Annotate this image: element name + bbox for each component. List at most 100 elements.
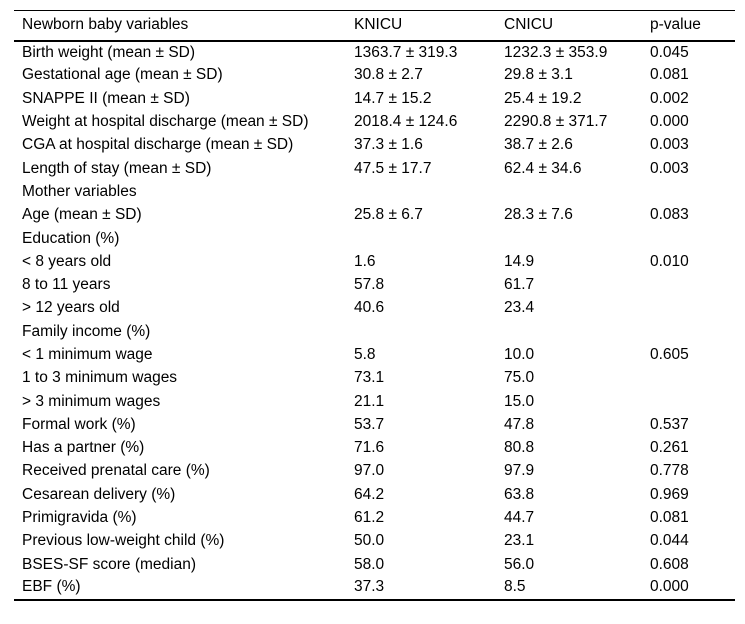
cnicu-value-cell: 61.7 <box>504 276 535 294</box>
table-row: > 3 minimum wages 21.1 15.0 <box>14 390 735 413</box>
p-value-cell <box>650 367 735 390</box>
p-value-cell: 0.002 <box>650 89 689 107</box>
p-value-cell <box>650 297 735 320</box>
variable-cell: Weight at hospital discharge (mean ± SD) <box>22 113 309 131</box>
cnicu-value-cell: 62.4 ± 34.6 <box>504 159 582 177</box>
knicu-value-cell: 73.1 <box>354 369 385 387</box>
variable-cell: Received prenatal care (%) <box>22 462 210 480</box>
cnicu-value-cell: 47.8 <box>504 415 535 433</box>
variable-cell: Primigravida (%) <box>22 509 137 527</box>
cnicu-value-cell <box>504 320 650 343</box>
cnicu-value-cell: 1232.3 ± 353.9 <box>504 43 608 61</box>
p-value-cell: 0.000 <box>650 578 689 596</box>
table-row: CGA at hospital discharge (mean ± SD) 37.… <box>14 134 735 157</box>
knicu-value-cell: 30.8 ± 2.7 <box>354 66 423 84</box>
knicu-value-cell: 5.8 <box>354 346 376 363</box>
cnicu-value-cell: 10.0 <box>504 346 535 363</box>
cnicu-value-cell: 29.8 ± 3.1 <box>504 66 573 84</box>
header-row: Newborn baby variables KNICU CNICU p-val… <box>14 10 735 42</box>
cnicu-value-cell: 38.7 ± 2.6 <box>504 136 573 154</box>
table-row: EBF (%) 37.3 8.5 0.000 <box>14 576 735 599</box>
table-row: < 1 minimum wage 5.8 10.0 0.605 <box>14 343 735 366</box>
p-value-cell: 0.969 <box>650 485 689 503</box>
table-row: Received prenatal care (%) 97.0 97.9 0.778 <box>14 460 735 483</box>
variable-cell: BSES-SF score (median) <box>22 555 196 573</box>
p-value-cell: 0.081 <box>650 66 689 84</box>
knicu-value-cell: 97.0 <box>354 462 385 480</box>
table-row: Weight at hospital discharge (mean ± SD)… <box>14 110 735 133</box>
table-row: SNAPPE II (mean ± SD) 14.7 ± 15.2 25.4 ± 1… <box>14 87 735 110</box>
variable-cell: EBF (%) <box>22 578 81 596</box>
table-row: BSES-SF score (median) 58.0 56.0 0.608 <box>14 553 735 576</box>
knicu-value-cell: 1363.7 ± 319.3 <box>354 43 458 61</box>
knicu-value-cell <box>354 227 504 250</box>
table-row: Primigravida (%) 61.2 44.7 0.081 <box>14 506 735 529</box>
table-header: Newborn baby variables KNICU CNICU p-val… <box>14 10 735 42</box>
p-value-cell: 0.261 <box>650 439 689 457</box>
variable-cell: CGA at hospital discharge (mean ± SD) <box>22 136 294 154</box>
p-value-cell: 0.003 <box>650 159 689 177</box>
p-value-cell: 0.010 <box>650 252 689 270</box>
table-row: Length of stay (mean ± SD) 47.5 ± 17.7 62.… <box>14 157 735 180</box>
table-row: Education (%) <box>14 227 735 250</box>
variable-cell: < 8 years old <box>22 252 112 270</box>
p-value-cell: 0.081 <box>650 509 689 527</box>
p-value-cell: 0.003 <box>650 136 689 154</box>
knicu-value-cell: 53.7 <box>354 415 385 433</box>
table-row: 8 to 11 years 57.8 61.7 <box>14 273 735 296</box>
column-header-variables: Newborn baby variables <box>14 10 354 42</box>
p-value-cell <box>650 227 735 250</box>
cnicu-value-cell: 56.0 <box>504 555 535 573</box>
column-header-cnicu: CNICU <box>504 10 650 42</box>
knicu-value-cell: 47.5 ± 17.7 <box>354 159 432 177</box>
cnicu-value-cell: 63.8 <box>504 485 535 503</box>
knicu-value-cell: 37.3 <box>354 578 385 596</box>
knicu-value-cell <box>354 180 504 203</box>
variable-cell: Formal work (%) <box>22 415 136 433</box>
knicu-value-cell: 2018.4 ± 124.6 <box>354 113 458 131</box>
table-row: Gestational age (mean ± SD) 30.8 ± 2.7 29.… <box>14 64 735 87</box>
cnicu-value-cell: 2290.8 ± 371.7 <box>504 113 608 131</box>
variable-cell: Birth weight (mean ± SD) <box>22 43 196 61</box>
knicu-value-cell: 61.2 <box>354 509 385 527</box>
table-row: Formal work (%) 53.7 47.8 0.537 <box>14 413 735 436</box>
table-row: Mother variables <box>14 180 735 203</box>
cnicu-value-cell <box>504 227 650 250</box>
knicu-value-cell: 25.8 ± 6.7 <box>354 206 423 224</box>
paper-table-container: Newborn baby variables KNICU CNICU p-val… <box>14 10 735 601</box>
p-value-cell <box>650 273 735 296</box>
table-row: Birth weight (mean ± SD) 1363.7 ± 319.3 12… <box>14 41 735 64</box>
cnicu-value-cell: 15.0 <box>504 392 535 410</box>
p-value-cell: 0.083 <box>650 206 689 224</box>
variable-cell: Education (%) <box>22 229 120 247</box>
knicu-value-cell: 1.6 <box>354 252 376 270</box>
cnicu-value-cell <box>504 180 650 203</box>
table-row: Previous low-weight child (%) 50.0 23.1 0.0… <box>14 530 735 553</box>
variable-cell: SNAPPE II (mean ± SD) <box>22 89 190 107</box>
p-value-cell: 0.000 <box>650 113 689 131</box>
knicu-value-cell: 57.8 <box>354 276 385 294</box>
variable-cell: < 1 minimum wage <box>22 346 153 363</box>
variable-cell: Mother variables <box>22 182 137 200</box>
knicu-value-cell: 58.0 <box>354 555 385 573</box>
cnicu-value-cell: 97.9 <box>504 462 535 480</box>
table-row: < 8 years old 1.6 14.9 0.010 <box>14 250 735 273</box>
cnicu-value-cell: 23.1 <box>504 532 535 550</box>
knicu-value-cell: 37.3 ± 1.6 <box>354 136 423 154</box>
cnicu-value-cell: 75.0 <box>504 369 535 387</box>
variable-cell: 8 to 11 years <box>22 276 111 294</box>
table-row: Family income (%) <box>14 320 735 343</box>
variable-cell: > 3 minimum wages <box>22 392 161 410</box>
p-value-cell <box>650 390 735 413</box>
variable-cell: Cesarean delivery (%) <box>22 485 176 503</box>
cnicu-value-cell: 14.9 <box>504 252 535 270</box>
p-value-cell: 0.778 <box>650 462 689 480</box>
table-body: Birth weight (mean ± SD) 1363.7 ± 319.3 12… <box>14 41 735 600</box>
p-value-cell: 0.608 <box>650 555 689 573</box>
nicu-comparison-table: Newborn baby variables KNICU CNICU p-val… <box>14 10 735 601</box>
cnicu-value-cell: 23.4 <box>504 299 535 317</box>
knicu-value-cell: 21.1 <box>354 392 385 410</box>
p-value-cell <box>650 180 735 203</box>
cnicu-value-cell: 80.8 <box>504 439 535 457</box>
variable-cell: Gestational age (mean ± SD) <box>22 66 223 84</box>
